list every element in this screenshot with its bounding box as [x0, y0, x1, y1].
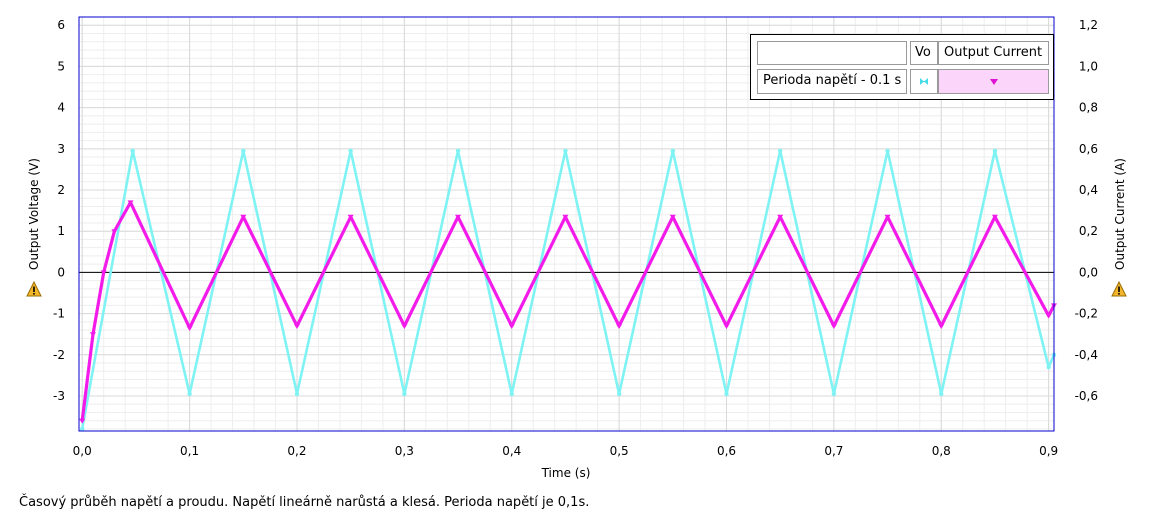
current-data-point [723, 323, 730, 329]
tick-labels: 0,0 0,1 0,2 0,3 0,4 0,5 0,6 0,7 0,8 0,9 6 5 4 3 2 1 0 -1 -… [53, 18, 1098, 458]
y-left-tick-label: 4 [57, 101, 65, 115]
voltage-data-point [509, 391, 514, 397]
y-right-tick-label: -0,4 [1075, 348, 1098, 362]
voltage-series-line [80, 149, 1056, 430]
x-tick-label: 0,3 [395, 444, 414, 458]
legend-header-current: Output Current [938, 41, 1049, 65]
x-axis-title: Time (s) [541, 466, 591, 480]
voltage-data-point [402, 391, 407, 397]
x-tick-label: 0,8 [932, 444, 951, 458]
y-right-tick-label: 0,4 [1079, 183, 1098, 197]
current-data-point [938, 323, 945, 329]
current-data-point [455, 214, 462, 220]
y-left-tick-label: -1 [53, 307, 65, 321]
current-data-point [127, 200, 134, 206]
y-left-tick-label: -2 [53, 348, 65, 362]
voltage-data-point [724, 391, 729, 397]
y-axis-left-title: Output Voltage (V) [27, 158, 41, 270]
right-axis-title-group: Output Current (A) [1113, 158, 1127, 270]
voltage-data-point [130, 148, 135, 154]
voltage-data-point [885, 148, 890, 154]
current-marker-icon [990, 79, 998, 85]
left-axis-title-group: Output Voltage (V) [27, 158, 41, 270]
current-data-point [830, 323, 837, 329]
current-data-point [111, 229, 118, 235]
current-data-point [562, 214, 569, 220]
current-data-point [884, 214, 891, 220]
warning-icon [1111, 280, 1127, 297]
voltage-marker-icon [920, 78, 928, 85]
legend-vo-swatch[interactable] [910, 69, 938, 94]
plot-frame [78, 16, 1055, 432]
y-right-tick-label: 1,2 [1079, 18, 1098, 32]
voltage-data-point [80, 426, 85, 432]
y-left-tick-label: 5 [57, 59, 65, 73]
voltage-data-point [348, 148, 353, 154]
current-data-point [293, 323, 300, 329]
legend-header-vo: Vo [910, 41, 938, 65]
x-tick-label: 0,7 [824, 444, 843, 458]
x-tick-label: 0,0 [73, 444, 92, 458]
x-tick-label: 0,9 [1039, 444, 1058, 458]
voltage-data-point [777, 148, 783, 154]
current-data-point [991, 214, 998, 220]
voltage-data-point [670, 148, 676, 154]
figure-caption: Časový průběh napětí a proudu. Napětí li… [19, 495, 590, 510]
current-data-point [401, 323, 408, 329]
y-left-tick-label: 2 [57, 183, 65, 197]
current-data-point [777, 214, 784, 220]
current-data-point [79, 418, 86, 424]
current-data-point [1045, 313, 1052, 319]
y-right-tick-label: 0,8 [1079, 101, 1098, 115]
y-right-tick-label: -0,2 [1075, 307, 1098, 321]
voltage-data-point [455, 148, 461, 154]
current-data-point [186, 326, 193, 332]
y-right-tick-label: 1,0 [1079, 59, 1098, 73]
y-left-tick-label: 3 [57, 142, 65, 156]
warning-icon [26, 280, 42, 297]
series-layer [79, 148, 1057, 432]
y-left-tick-label: 0 [57, 265, 65, 279]
x-tick-label: 0,2 [287, 444, 306, 458]
x-tick-label: 0,1 [180, 444, 199, 458]
y-axis-right-title: Output Current (A) [1113, 158, 1127, 270]
legend-row-label: Perioda napětí - 0.1 s [757, 69, 907, 94]
x-tick-label: 0,4 [502, 444, 521, 458]
voltage-data-point [831, 391, 837, 397]
current-data-point [89, 332, 96, 338]
current-data-point [508, 323, 515, 329]
y-left-tick-label: 6 [57, 18, 65, 32]
current-data-point [240, 214, 247, 220]
legend-header-blank [757, 41, 907, 65]
voltage-data-point [616, 391, 622, 397]
voltage-data-point [294, 391, 300, 397]
voltage-data-point [1046, 364, 1051, 370]
y-right-tick-label: 0,0 [1079, 265, 1098, 279]
voltage-data-point [241, 148, 246, 154]
y-right-tick-label: -0,6 [1075, 389, 1098, 403]
voltage-data-point [939, 391, 944, 397]
y-left-tick-label: 1 [57, 224, 65, 238]
chart-canvas: 0,0 0,1 0,2 0,3 0,4 0,5 0,6 0,7 0,8 0,9 6 5 4 3 2 1 0 -1 -… [26, 16, 1127, 480]
x-tick-label: 0,6 [717, 444, 736, 458]
current-data-point [669, 214, 676, 220]
x-tick-label: 0,5 [610, 444, 629, 458]
voltage-data-point [992, 148, 998, 154]
y-left-tick-label: -3 [53, 389, 65, 403]
current-data-point [347, 214, 354, 220]
voltage-data-point [563, 148, 568, 154]
y-right-tick-label: 0,2 [1079, 224, 1098, 238]
legend: Vo Output Current Perioda napětí - 0.1 s [750, 34, 1054, 100]
current-data-point [616, 323, 623, 329]
y-right-tick-label: 0,6 [1079, 142, 1098, 156]
current-data-point [100, 270, 107, 276]
legend-current-swatch[interactable] [938, 69, 1049, 94]
voltage-data-point [187, 391, 192, 397]
